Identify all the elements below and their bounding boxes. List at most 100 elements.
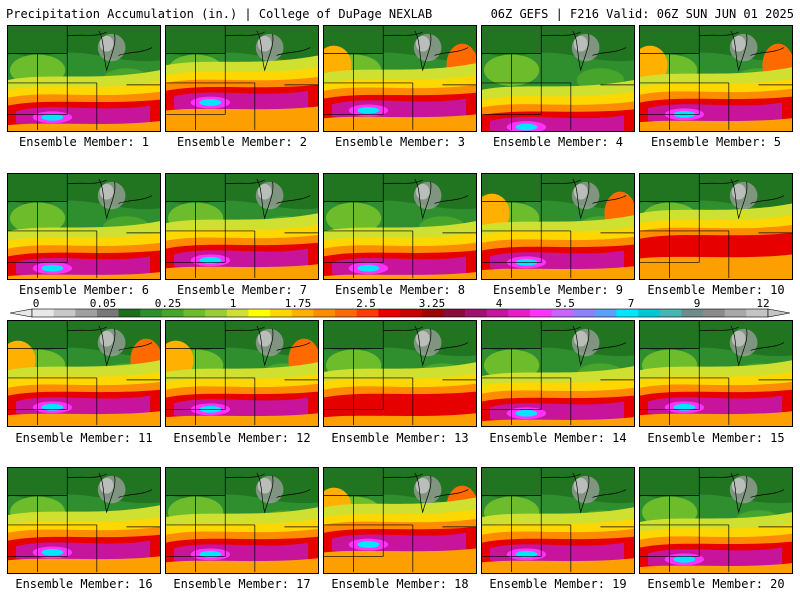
ensemble-member-map: [165, 467, 319, 574]
precipitation-map-image: [482, 321, 634, 426]
colorbar-swatch: [746, 309, 769, 317]
precipitation-map-image: [8, 468, 160, 573]
colorbar-swatch: [638, 309, 661, 317]
colorbar-tick-label: 9: [694, 297, 701, 310]
precipitation-map-image: [166, 26, 318, 131]
precipitation-map-image: [8, 26, 160, 131]
colorbar-swatch: [291, 309, 314, 317]
ensemble-member-map: [481, 25, 635, 132]
ensemble-member-label: Ensemble Member: 1: [18, 135, 150, 149]
ensemble-member-map: [323, 320, 477, 427]
colorbar-swatch: [226, 309, 249, 317]
colorbar-swatch: [616, 309, 639, 317]
precipitation-map-image: [640, 321, 792, 426]
ensemble-member-label: Ensemble Member: 14: [489, 431, 627, 445]
precipitation-map-image: [8, 174, 160, 279]
precipitation-colorbar: 0 0.05 0.25 1 1.75 2.5 3.25 4 5.5 7 9 12: [0, 297, 800, 321]
colorbar-tick-label: 0.25: [155, 297, 182, 310]
precipitation-map-image: [324, 468, 476, 573]
colorbar-tick-label: 0.05: [90, 297, 117, 310]
colorbar-swatch: [508, 309, 531, 317]
precipitation-map-image: [166, 321, 318, 426]
precipitation-map-image: [640, 468, 792, 573]
colorbar-swatch: [703, 309, 726, 317]
colorbar-swatch: [313, 309, 336, 317]
colorbar-swatch: [248, 309, 271, 317]
map-title: Precipitation Accumulation (in.) | Colle…: [6, 7, 433, 21]
colorbar-swatch: [659, 309, 682, 317]
precipitation-map-image: [8, 321, 160, 426]
colorbar-swatch: [400, 309, 423, 317]
precipitation-map-image: [166, 174, 318, 279]
colorbar-swatch: [378, 309, 401, 317]
colorbar-swatch: [32, 309, 55, 317]
colorbar-swatch: [464, 309, 488, 317]
ensemble-member-map: [481, 467, 635, 574]
ensemble-member-label: Ensemble Member: 17: [173, 577, 311, 591]
ensemble-member-map: [639, 25, 793, 132]
colorbar-swatch: [96, 309, 120, 317]
colorbar-swatch: [529, 309, 553, 317]
colorbar-swatch: [594, 309, 617, 317]
ensemble-member-map: [7, 25, 161, 132]
ensemble-member-map: [639, 173, 793, 280]
colorbar-swatch: [724, 309, 747, 317]
ensemble-member-label: Ensemble Member: 6: [18, 283, 150, 297]
colorbar-tick-label: 5.5: [555, 297, 575, 310]
ensemble-member-map: [323, 173, 477, 280]
ensemble-member-map: [639, 467, 793, 574]
ensemble-member-map: [7, 320, 161, 427]
colorbar-tick-label: 3.25: [419, 297, 446, 310]
colorbar-swatch: [53, 309, 76, 317]
ensemble-member-map: [165, 320, 319, 427]
ensemble-member-label: Ensemble Member: 9: [492, 283, 624, 297]
colorbar-swatch: [551, 309, 574, 317]
ensemble-member-map: [7, 467, 161, 574]
colorbar-right-arrow: [767, 308, 791, 318]
precipitation-map-image: [324, 321, 476, 426]
precipitation-map-image: [640, 174, 792, 279]
ensemble-member-map: [323, 25, 477, 132]
ensemble-member-label: Ensemble Member: 15: [647, 431, 785, 445]
colorbar-swatch: [573, 309, 596, 317]
colorbar-tick-label: 4: [496, 297, 503, 310]
ensemble-member-map: [165, 25, 319, 132]
ensemble-member-map: [639, 320, 793, 427]
colorbar-tick-label: 7: [628, 297, 635, 310]
colorbar-swatch: [356, 309, 379, 317]
colorbar-tick-label: 12: [756, 297, 769, 310]
ensemble-member-label: Ensemble Member: 10: [647, 283, 785, 297]
colorbar-tick-label: 1: [230, 297, 237, 310]
ensemble-member-label: Ensemble Member: 3: [334, 135, 466, 149]
colorbar-swatch: [421, 309, 444, 317]
ensemble-member-label: Ensemble Member: 7: [176, 283, 308, 297]
ensemble-member-label: Ensemble Member: 13: [331, 431, 469, 445]
ensemble-member-label: Ensemble Member: 5: [650, 135, 782, 149]
colorbar-swatch: [140, 309, 163, 317]
ensemble-member-label: Ensemble Member: 20: [647, 577, 785, 591]
ensemble-member-label: Ensemble Member: 19: [489, 577, 627, 591]
colorbar-tick-label: 0: [33, 297, 40, 310]
ensemble-member-label: Ensemble Member: 16: [15, 577, 153, 591]
colorbar-tick-label: 1.75: [285, 297, 312, 310]
ensemble-member-label: Ensemble Member: 8: [334, 283, 466, 297]
precipitation-map-image: [482, 468, 634, 573]
ensemble-member-label: Ensemble Member: 18: [331, 577, 469, 591]
colorbar-swatch: [270, 309, 293, 317]
ensemble-member-label: Ensemble Member: 4: [492, 135, 624, 149]
colorbar-swatch: [161, 309, 185, 317]
model-run-valid-time: 06Z GEFS | F216 Valid: 06Z SUN JUN 01 20…: [490, 7, 794, 21]
colorbar-swatch: [183, 309, 206, 317]
colorbar-swatch: [205, 309, 228, 317]
colorbar-swatch: [443, 309, 466, 317]
precipitation-map-image: [482, 26, 634, 131]
colorbar-left-arrow: [9, 308, 33, 318]
precipitation-map-image: [324, 26, 476, 131]
ensemble-member-label: Ensemble Member: 11: [15, 431, 153, 445]
precipitation-map-image: [166, 468, 318, 573]
precipitation-map-image: [482, 174, 634, 279]
ensemble-member-map: [323, 467, 477, 574]
ensemble-member-map: [481, 320, 635, 427]
colorbar-swatch: [75, 309, 98, 317]
colorbar-swatch: [681, 309, 704, 317]
